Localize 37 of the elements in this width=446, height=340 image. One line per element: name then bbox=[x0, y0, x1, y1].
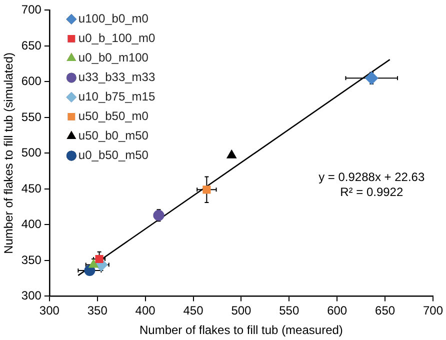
legend-label: u10_b75_m15 bbox=[78, 90, 156, 104]
annotation: R² = 0.9922 bbox=[340, 185, 404, 200]
legend-label: u33_b33_m33 bbox=[78, 70, 156, 84]
point bbox=[365, 72, 378, 85]
legend-label: u50_b50_m0 bbox=[78, 109, 149, 124]
point bbox=[153, 210, 164, 221]
x-tick-label: 450 bbox=[183, 304, 204, 318]
annotation: y = 0.9288x + 22.63 bbox=[318, 170, 425, 184]
legend-label: u0_b0_m100 bbox=[78, 50, 149, 65]
x-tick-label: 550 bbox=[279, 304, 300, 318]
x-axis-title: Number of flakes to fill tub (measured) bbox=[139, 323, 343, 338]
y-tick-label: 350 bbox=[21, 252, 42, 267]
legend-label: u100_b0_m0 bbox=[78, 12, 149, 26]
x-tick-label: 650 bbox=[375, 304, 396, 318]
y-tick-label: 650 bbox=[21, 38, 42, 52]
point bbox=[226, 150, 236, 158]
y-tick-label: 600 bbox=[21, 74, 42, 88]
x-tick-label: 400 bbox=[135, 304, 156, 318]
x-tick-label: 500 bbox=[231, 304, 252, 318]
y-axis-title: Number of flakes to fill tub (simulated) bbox=[2, 52, 16, 254]
legend-label: u0_b50_m50 bbox=[78, 148, 149, 162]
point bbox=[95, 254, 104, 264]
x-tick-label: 700 bbox=[422, 304, 444, 318]
y-tick-label: 500 bbox=[21, 146, 42, 160]
y-tick-label: 400 bbox=[21, 217, 42, 232]
point bbox=[202, 186, 211, 194]
x-tick-label: 300 bbox=[39, 304, 60, 318]
x-tick-label: 350 bbox=[87, 304, 108, 318]
legend-label: u50_b0_m50 bbox=[78, 128, 149, 143]
point bbox=[84, 264, 96, 276]
y-tick-label: 700 bbox=[21, 2, 42, 17]
y-tick-label: 450 bbox=[21, 181, 42, 196]
y-tick-label: 300 bbox=[21, 288, 42, 303]
y-tick-label: 550 bbox=[21, 110, 42, 124]
point bbox=[88, 259, 98, 268]
x-tick-label: 600 bbox=[327, 304, 348, 318]
legend-label: u0_b_100_m0 bbox=[78, 31, 156, 46]
